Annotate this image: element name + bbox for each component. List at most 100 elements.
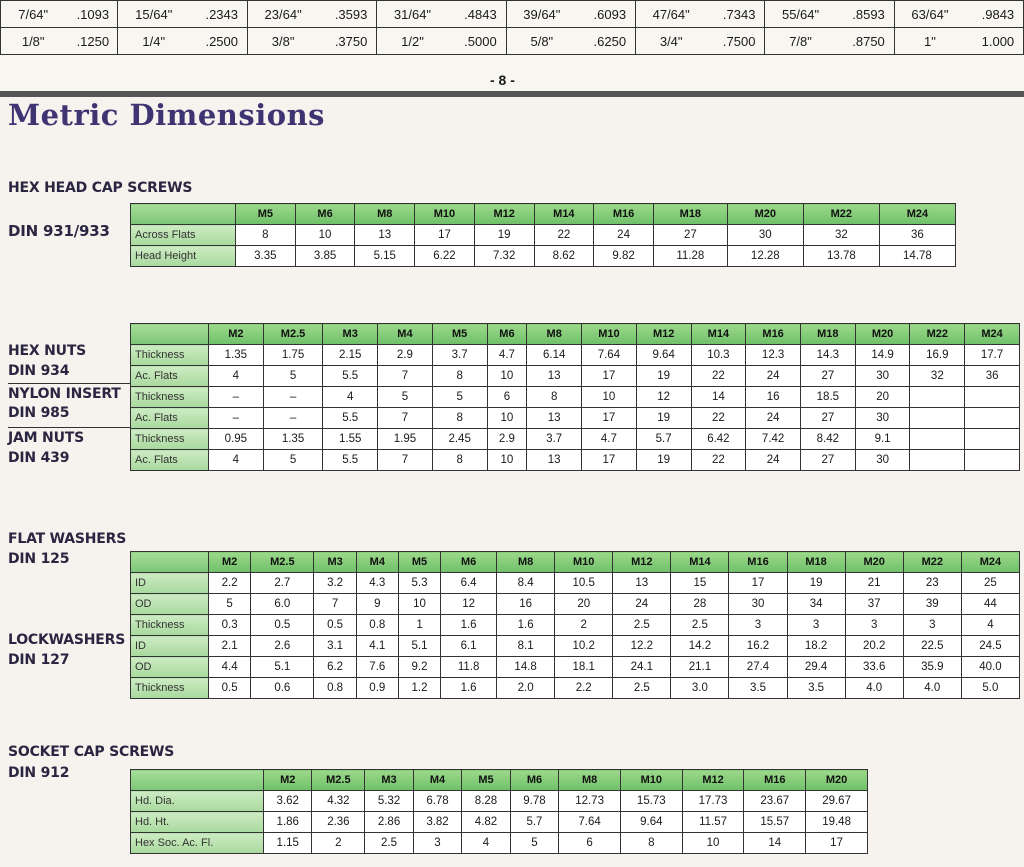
- table-cell: 1.55: [322, 428, 379, 450]
- table-cell: 24: [593, 224, 654, 246]
- size-header: M5: [461, 769, 511, 791]
- table-cell: 3.35: [235, 245, 296, 267]
- table-cell: 1.75: [262, 344, 324, 366]
- row-label: Ac. Flats: [130, 449, 209, 471]
- table-cell: 6.4: [440, 572, 498, 594]
- table-cell: 1: [397, 614, 442, 636]
- size-header: M12: [635, 323, 692, 345]
- table-cell: 0.5: [313, 614, 357, 636]
- size-header: M14: [670, 551, 730, 573]
- row-label: OD: [130, 656, 209, 678]
- table-cell: 5.3: [397, 572, 442, 594]
- fraction-cell: 3/8" .3750: [246, 27, 378, 55]
- table-cell: 3.5: [728, 677, 788, 699]
- table-cell: 13: [526, 407, 583, 429]
- size-header: M18: [799, 323, 856, 345]
- table-cell: [909, 449, 966, 471]
- table-cell: 8: [619, 832, 683, 854]
- row-label: OD: [130, 593, 209, 615]
- table-cell: 10.2: [554, 635, 614, 657]
- table-cell: 6.14: [526, 344, 583, 366]
- table-cell: 24: [745, 365, 801, 387]
- table-cell: 3: [844, 614, 904, 636]
- flat-washers-standard: DIN 125: [8, 551, 70, 567]
- table-cell: 6.42: [690, 428, 747, 450]
- table-cell: 12.3: [745, 344, 801, 366]
- table-cell: 24: [612, 593, 672, 615]
- table-cell: 5: [431, 386, 488, 408]
- fraction-cell: 3/4" .7500: [634, 27, 766, 55]
- page-title: Metric Dimensions: [8, 98, 325, 132]
- fraction-value: 1/4": [142, 33, 166, 49]
- table-cell: 27: [799, 407, 856, 429]
- table-cell: 3: [902, 614, 962, 636]
- header-row: M2 M2.5 M3 M4 M5 M6 M8 M10 M12 M14 M16 M18 M20 M22 M24: [130, 551, 1021, 573]
- page-divider: [0, 91, 1024, 97]
- table-cell: 0.9: [355, 677, 399, 699]
- table-cell: 10: [581, 386, 637, 408]
- table-cell: 14.2: [670, 635, 730, 657]
- size-header: M16: [743, 769, 807, 791]
- size-header: M24: [960, 551, 1021, 573]
- table-row: Ac. Flats 4 5 5.5 7 8 10 13 17 19 22 24 27 30 32 36: [130, 365, 1020, 387]
- table-cell: 6.1: [440, 635, 498, 657]
- fraction-value: 3/4": [659, 33, 683, 49]
- table-cell: 1.35: [262, 428, 324, 450]
- table-cell: 7.32: [473, 245, 535, 267]
- table-cell: 37: [844, 593, 904, 615]
- row-label: Ac. Flats: [130, 365, 209, 387]
- fraction-cell: 47/64" .7343: [634, 0, 766, 28]
- size-header: M10: [581, 323, 637, 345]
- socket-cap-table: M2 M2.5 M3 M4 M5 M6 M8 M10 M12 M16 M20 Hd. Dia. 3.62…: [130, 769, 868, 854]
- table-cell: 9.82: [593, 245, 654, 267]
- row-label: Thickness: [130, 677, 209, 699]
- hex-cap-heading: HEX HEAD CAP SCREWS: [8, 180, 193, 196]
- table-cell: 10: [486, 365, 528, 387]
- table-cell: 5: [262, 449, 324, 471]
- table-cell: 30: [726, 224, 804, 246]
- table-cell: [964, 386, 1020, 408]
- row-label: Head Height: [130, 245, 236, 267]
- table-cell: 3.82: [412, 811, 463, 833]
- table-cell: 9.78: [509, 790, 560, 812]
- size-header: M8: [558, 769, 621, 791]
- table-cell: 5.5: [322, 449, 379, 471]
- size-header: M8: [496, 551, 556, 573]
- fraction-cell: 1/8" .1250: [0, 27, 119, 55]
- row-label: Thickness: [130, 428, 209, 450]
- table-cell: 1.95: [377, 428, 433, 450]
- size-header: M18: [652, 203, 728, 225]
- table-cell: 18.5: [799, 386, 856, 408]
- table-cell: 13: [612, 572, 672, 594]
- table-cell: 23.67: [743, 790, 807, 812]
- table-cell: 12: [440, 593, 498, 615]
- table-cell: 0.8: [313, 677, 357, 699]
- table-cell: 2.2: [554, 677, 614, 699]
- table-cell: 7.64: [581, 344, 637, 366]
- fraction-value: 55/64": [781, 6, 820, 22]
- table-cell: 20: [854, 386, 911, 408]
- table-cell: 2.86: [364, 811, 414, 833]
- size-header: M10: [554, 551, 614, 573]
- fraction-value: 31/64": [393, 6, 432, 22]
- table-cell: 8.28: [461, 790, 511, 812]
- row-label: Thickness: [130, 344, 209, 366]
- decimal-value: .3750: [334, 33, 368, 49]
- fraction-cell: 1" 1.000: [893, 27, 1024, 55]
- table-cell: 7: [377, 365, 433, 387]
- table-cell: –: [208, 386, 264, 408]
- table-cell: 0.6: [250, 677, 315, 699]
- table-cell: 24.5: [960, 635, 1021, 657]
- table-cell: 13: [526, 365, 583, 387]
- table-cell: 5.15: [354, 245, 416, 267]
- table-cell: 29.67: [805, 790, 868, 812]
- table-cell: 19: [473, 224, 535, 246]
- row-label: Hex Soc. Ac. Fl.: [130, 832, 264, 854]
- table-cell: 5.1: [250, 656, 315, 678]
- table-cell: 13: [526, 449, 583, 471]
- size-header: M22: [902, 551, 962, 573]
- table-cell: [909, 386, 966, 408]
- table-cell: 30: [854, 365, 911, 387]
- table-cell: 18.2: [786, 635, 846, 657]
- size-header: M5: [235, 203, 296, 225]
